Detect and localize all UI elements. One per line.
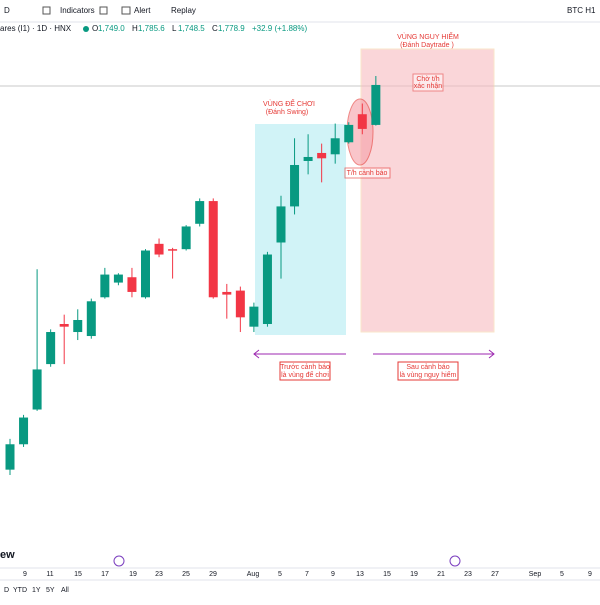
range-button[interactable]: 1Y bbox=[32, 587, 41, 594]
candle-body bbox=[262, 254, 272, 325]
warning-box bbox=[344, 167, 391, 179]
candle-body bbox=[113, 274, 123, 283]
candle-body bbox=[141, 250, 150, 298]
interval-button[interactable]: D bbox=[4, 6, 10, 15]
annotation: là vùng để chơi bbox=[281, 371, 329, 379]
x-tick-label: 15 bbox=[383, 571, 391, 578]
x-tick-label: 23 bbox=[464, 571, 472, 578]
x-tick-label: 27 bbox=[491, 571, 499, 578]
candle-body bbox=[32, 369, 42, 410]
candle-body bbox=[290, 164, 300, 207]
legend-value: 1,778.9 bbox=[218, 24, 245, 33]
candle-body bbox=[357, 114, 367, 129]
toolbar bbox=[0, 0, 600, 22]
candle-body bbox=[276, 206, 286, 243]
candle-body bbox=[344, 124, 354, 143]
logo: ew bbox=[0, 549, 15, 561]
candle-body bbox=[317, 152, 327, 159]
x-tick-label: 21 bbox=[437, 571, 445, 578]
legend-label: C bbox=[212, 24, 218, 33]
annotation: Trước cảnh báo bbox=[280, 364, 330, 371]
annotation: (Đánh Swing) bbox=[266, 109, 308, 116]
event-icon[interactable] bbox=[449, 555, 461, 567]
candle-body bbox=[208, 201, 218, 298]
x-tick-label: 5 bbox=[278, 571, 282, 578]
annotation: VÙNG NGUY HIỂM bbox=[397, 32, 459, 41]
legend-change: +32.9 (+1.88%) bbox=[252, 24, 307, 33]
x-tick-label: 11 bbox=[46, 571, 53, 578]
candle-body bbox=[127, 277, 137, 292]
legend-value: 1,748.5 bbox=[178, 24, 205, 33]
candle-body bbox=[46, 332, 56, 365]
candle-body bbox=[235, 290, 245, 318]
candle-body bbox=[195, 201, 205, 224]
annotation: T/h cảnh báo bbox=[347, 170, 388, 177]
x-tick-label: 5 bbox=[560, 571, 564, 578]
candle-body bbox=[222, 291, 232, 295]
indicators-icon bbox=[42, 6, 51, 15]
legend-label: H bbox=[132, 24, 138, 33]
after-box bbox=[397, 361, 459, 381]
annotation: Chờ t/h bbox=[416, 76, 439, 83]
legend-label: L bbox=[172, 24, 177, 33]
candle-body bbox=[181, 226, 191, 250]
x-tick-label: 7 bbox=[305, 571, 309, 578]
candle-body bbox=[303, 156, 313, 161]
x-tick-label: 25 bbox=[182, 571, 190, 578]
candle-body bbox=[59, 324, 69, 327]
x-tick-label: 29 bbox=[209, 571, 217, 578]
annotation: là vùng nguy hiểm bbox=[400, 371, 457, 379]
candle-body bbox=[168, 249, 178, 251]
alert-icon bbox=[121, 6, 131, 15]
candle-body bbox=[249, 306, 259, 327]
candle-body bbox=[86, 301, 96, 337]
annotation: Sau cảnh báo bbox=[406, 364, 449, 371]
candle-body bbox=[100, 274, 110, 298]
legend-value: 1,749.0 bbox=[98, 24, 125, 33]
x-tick-label: 9 bbox=[23, 571, 27, 578]
danger-zone bbox=[360, 48, 495, 333]
legend-symbol: ares (I1) · 1D · HNX bbox=[0, 24, 72, 33]
candle-body bbox=[5, 444, 15, 470]
layout-icon[interactable] bbox=[99, 6, 108, 15]
x-tick-label: 23 bbox=[155, 571, 163, 578]
candle-body bbox=[19, 417, 29, 445]
x-tick-label: Sep bbox=[529, 571, 542, 578]
wait-box bbox=[412, 73, 444, 92]
annotation: xác nhận bbox=[414, 83, 443, 90]
event-icon[interactable] bbox=[113, 555, 125, 567]
x-tick-label: 15 bbox=[74, 571, 82, 578]
x-tick-label: 9 bbox=[331, 571, 335, 578]
x-tick-label: 19 bbox=[129, 571, 137, 578]
range-button[interactable]: 5Y bbox=[46, 587, 55, 594]
symbol-right[interactable]: BTC H1 bbox=[567, 6, 596, 15]
legend-label: O bbox=[92, 24, 98, 33]
x-tick-label: 17 bbox=[101, 571, 109, 578]
before-box bbox=[279, 361, 331, 381]
annotation: (Đánh Daytrade ) bbox=[400, 42, 454, 49]
range-button[interactable]: All bbox=[61, 587, 69, 594]
before-arrow-head bbox=[253, 349, 260, 359]
alert-button[interactable]: Alert bbox=[134, 6, 151, 15]
candle-body bbox=[330, 138, 340, 155]
replay-button[interactable]: Replay bbox=[171, 6, 196, 15]
x-tick-label: 13 bbox=[356, 571, 364, 578]
x-tick-label: 19 bbox=[410, 571, 418, 578]
status-dot bbox=[83, 26, 89, 32]
after-arrow-head bbox=[488, 349, 495, 359]
legend-value: 1,785.6 bbox=[138, 24, 165, 33]
annotation: VÙNG ĐỂ CHƠI bbox=[263, 99, 315, 108]
candle-body bbox=[73, 319, 83, 333]
indicators-button[interactable]: Indicators bbox=[60, 6, 95, 15]
range-button[interactable]: YTD bbox=[13, 587, 27, 594]
x-tick-label: Aug bbox=[247, 571, 260, 578]
range-button[interactable]: D bbox=[4, 587, 9, 594]
candle-body bbox=[371, 84, 381, 125]
x-tick-label: 9 bbox=[588, 571, 592, 578]
candle-body bbox=[154, 243, 164, 255]
